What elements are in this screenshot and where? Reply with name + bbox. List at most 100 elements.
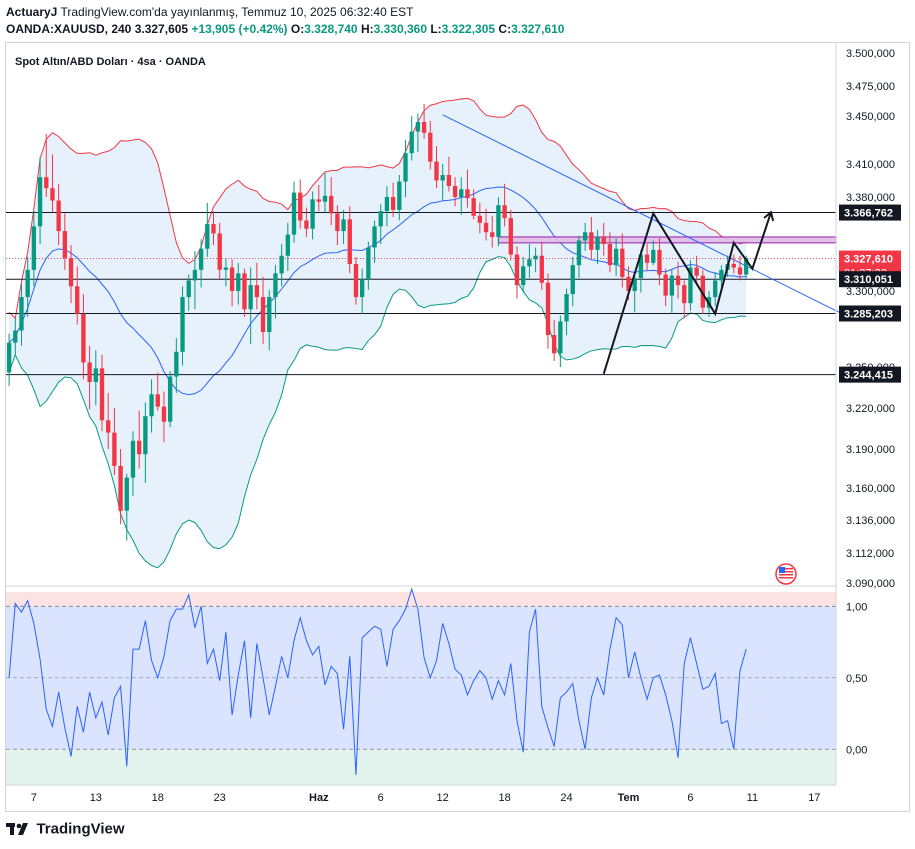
candle-body[interactable] [273,273,278,298]
candle-body[interactable] [589,232,594,250]
candle-body[interactable] [248,285,253,310]
candle-body[interactable] [700,275,705,308]
candle-body[interactable] [366,247,371,280]
publisher-name[interactable]: ActuaryJ [6,5,58,19]
candle-body[interactable] [112,432,117,466]
candle-body[interactable] [137,440,142,455]
candle-body[interactable] [384,197,390,212]
tradingview-brand[interactable]: TradingView [36,820,125,838]
candle-body[interactable] [192,269,198,281]
candle-body[interactable] [155,394,160,407]
candle-body[interactable] [186,280,191,298]
candle-body[interactable] [81,313,86,363]
candle-body[interactable] [304,220,309,229]
candle-body[interactable] [626,276,631,291]
candle-body[interactable] [329,195,334,214]
candle-body[interactable] [496,205,501,237]
candle-body[interactable] [607,244,613,266]
descending-trendline[interactable] [442,114,840,313]
candle-body[interactable] [44,177,49,189]
candle-body[interactable] [465,189,470,199]
candle-body[interactable] [298,192,303,221]
candle-body[interactable] [570,265,575,295]
candle-body[interactable] [397,181,402,210]
candle-body[interactable] [440,175,445,181]
candle-body[interactable] [471,198,476,216]
candle-body[interactable] [644,254,650,263]
candle-body[interactable] [260,297,266,333]
candle-body[interactable] [242,273,247,310]
candle-body[interactable] [161,406,167,422]
candle-body[interactable] [180,297,185,352]
candle-body[interactable] [56,200,61,232]
candle-body[interactable] [279,255,284,274]
candle-body[interactable] [452,186,458,197]
candle-body[interactable] [37,177,43,227]
candle-body[interactable] [533,255,538,260]
candle-body[interactable] [236,273,241,291]
candle-body[interactable] [198,248,204,270]
candle-body[interactable] [229,267,235,292]
candle-body[interactable] [347,219,352,264]
candle-body[interactable] [118,465,123,511]
candle-body[interactable] [93,368,98,383]
candle-body[interactable] [341,219,346,232]
candle-body[interactable] [378,211,383,227]
candle-body[interactable] [87,362,92,383]
candle-body[interactable] [254,285,260,298]
candle-body[interactable] [62,231,68,259]
symbol-name[interactable]: OANDA:XAUUSD, 240 [6,22,132,36]
chart-frame[interactable] [5,42,910,812]
candle-body[interactable] [595,236,600,250]
candle-body[interactable] [521,266,526,286]
candle-body[interactable] [75,286,80,314]
candle-body[interactable] [143,416,148,455]
candle-body[interactable] [558,321,563,354]
candle-body[interactable] [421,122,427,133]
candle-body[interactable] [527,259,532,267]
candle-body[interactable] [744,258,749,275]
candle-body[interactable] [613,248,619,266]
candle-body[interactable] [632,278,637,291]
candle-body[interactable] [502,205,507,219]
candle-body[interactable] [390,197,396,210]
pattern-projection[interactable] [602,211,772,375]
candle-body[interactable] [409,131,414,154]
candle-body[interactable] [694,267,699,276]
candle-body[interactable] [446,175,452,186]
candle-body[interactable] [205,224,210,249]
candle-body[interactable] [428,132,433,162]
candle-body[interactable] [25,269,30,298]
candle-body[interactable] [223,267,229,270]
candle-body[interactable] [6,342,12,373]
candle-body[interactable] [545,282,551,336]
candle-body[interactable] [13,330,18,343]
candle-body[interactable] [601,236,606,244]
candle-body[interactable] [167,376,173,422]
candle-body[interactable] [675,275,681,286]
candle-body[interactable] [459,189,464,197]
candle-body[interactable] [539,255,544,283]
candle-body[interactable] [415,122,421,132]
candle-body[interactable] [211,224,216,234]
candle-body[interactable] [477,215,483,223]
candle-body[interactable] [130,440,136,478]
candle-body[interactable] [490,232,495,237]
candle-body[interactable] [285,234,290,256]
candle-body[interactable] [669,275,675,296]
candle-body[interactable] [335,213,340,232]
candle-body[interactable] [267,297,272,333]
candle-body[interactable] [372,226,377,248]
candle-body[interactable] [403,153,408,182]
candle-body[interactable] [31,226,37,270]
candle-body[interactable] [651,249,656,263]
candle-body[interactable] [688,267,693,304]
candle-body[interactable] [353,263,359,298]
candle-body[interactable] [657,249,662,275]
candle-body[interactable] [50,188,55,201]
candle-body[interactable] [174,351,179,377]
candle-body[interactable] [582,232,588,241]
candle-body[interactable] [316,199,321,202]
candle-body[interactable] [291,192,297,235]
